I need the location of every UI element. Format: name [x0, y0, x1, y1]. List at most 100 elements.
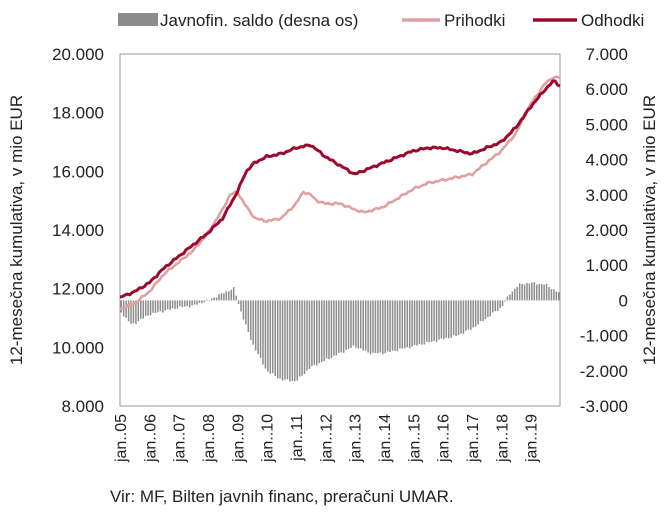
left-axis-ticks: 8.000 10.000 12.000 14.000 16.000 18.000 20.00…: [52, 45, 104, 416]
saldo-bar: [342, 300, 345, 353]
x-tick-label: jan..06: [142, 414, 159, 463]
saldo-bar: [152, 300, 154, 313]
x-tick-label: jan..13: [348, 414, 365, 463]
saldo-bar: [240, 300, 242, 312]
source-note: Vir: MF, Bilten javnih financ, preračuni…: [110, 487, 454, 506]
saldo-bar: [538, 284, 540, 301]
saldo-bar: [276, 300, 279, 379]
saldo-bar: [120, 300, 122, 313]
saldo-bar: [364, 300, 367, 351]
saldo-bar: [127, 300, 130, 322]
saldo-bar: [386, 300, 389, 352]
y-tick-label: 14.000: [52, 221, 104, 240]
saldo-bar: [440, 300, 443, 339]
saldo-bar: [228, 291, 230, 301]
x-tick-label: jan..05: [113, 414, 130, 463]
saldo-bar: [264, 300, 267, 369]
y-tick-label: 18.000: [52, 104, 104, 123]
saldo-bar: [162, 300, 164, 313]
saldo-bar: [235, 295, 237, 301]
saldo-bar: [279, 300, 281, 379]
saldo-bar: [154, 300, 157, 314]
saldo-bar: [135, 300, 137, 324]
saldo-bar: [333, 300, 335, 356]
saldo-bar: [511, 291, 514, 301]
saldo-bar: [521, 283, 523, 301]
saldo-bar: [408, 300, 411, 349]
saldo-bar: [374, 300, 377, 354]
saldo-bar: [413, 300, 416, 345]
saldo-bar: [360, 300, 362, 349]
saldo-bar: [543, 284, 545, 301]
chart: Javnofin. saldo (desna os) Prihodki Odho…: [7, 11, 659, 463]
saldo-bar: [509, 294, 511, 301]
saldo-bar: [325, 300, 328, 359]
saldo-bar: [448, 300, 450, 339]
saldo-bar: [184, 300, 186, 307]
saldo-bar: [518, 283, 521, 301]
saldo-bar: [528, 283, 531, 301]
saldo-bar: [430, 300, 433, 342]
saldo-bar: [308, 300, 311, 370]
saldo-bar: [223, 293, 225, 301]
saldo-bar: [267, 300, 269, 372]
saldo-bar: [558, 292, 560, 301]
saldo-bar: [262, 300, 264, 365]
saldo-bar: [132, 300, 135, 324]
saldo-bar: [367, 300, 369, 353]
saldo-bar: [166, 300, 169, 310]
saldo-bar: [316, 300, 318, 366]
y2-tick-label: -3.000: [580, 397, 628, 416]
y-axis-label: 12-mesečna kumulativa, v mio EUR: [7, 95, 26, 365]
saldo-bar: [426, 300, 428, 342]
saldo-bar: [548, 286, 550, 301]
saldo-bar: [179, 300, 181, 307]
saldo-bar: [382, 300, 384, 355]
saldo-bar: [125, 300, 127, 318]
saldo-bar: [137, 300, 140, 322]
saldo-bar: [347, 300, 350, 349]
saldo-bar: [191, 300, 193, 306]
saldo-bar: [487, 300, 489, 318]
saldo-bar: [186, 300, 188, 307]
y-tick-label: 20.000: [52, 45, 104, 64]
saldo-bar: [338, 300, 340, 353]
saldo-bar: [377, 300, 379, 354]
saldo-bar: [301, 300, 303, 376]
x-tick-label: jan..15: [406, 414, 423, 463]
y2-axis-label: 12-mesečna kumulativa, v mio EUR: [640, 95, 659, 365]
line-odhodki: [119, 79, 561, 299]
saldo-bar: [472, 300, 474, 328]
plot-frame: [119, 53, 561, 407]
saldo-bar: [254, 300, 257, 351]
saldo-bar: [457, 300, 460, 336]
saldo-bar: [323, 300, 325, 361]
saldo-bar: [404, 300, 406, 349]
saldo-bar: [272, 300, 274, 374]
saldo-bar: [536, 284, 538, 301]
saldo-bar: [350, 300, 352, 348]
legend-label-odhodki: Odhodki: [581, 11, 644, 30]
saldo-bar: [516, 286, 518, 301]
saldo-bar: [555, 291, 558, 301]
y-tick-label: 16.000: [52, 162, 104, 181]
saldo-bar: [460, 300, 462, 334]
saldo-bar: [484, 300, 487, 320]
saldo-bar: [416, 300, 418, 346]
saldo-bar: [193, 300, 196, 305]
x-tick-label: jan..09: [230, 414, 247, 463]
saldo-bar: [369, 300, 372, 355]
saldo-bar: [372, 300, 374, 353]
saldo-bar: [257, 300, 259, 355]
y2-tick-label: 2.000: [585, 221, 628, 240]
saldo-bar: [144, 300, 147, 316]
saldo-bar: [291, 300, 294, 381]
saldo-bar: [523, 284, 526, 301]
saldo-bar: [215, 297, 218, 301]
saldo-bar: [335, 300, 338, 356]
saldo-bar: [389, 300, 391, 353]
saldo-bar: [289, 300, 291, 382]
saldo-bar: [501, 300, 504, 307]
saldo-bar: [157, 300, 159, 313]
legend: Javnofin. saldo (desna os) Prihodki Odho…: [118, 11, 644, 30]
